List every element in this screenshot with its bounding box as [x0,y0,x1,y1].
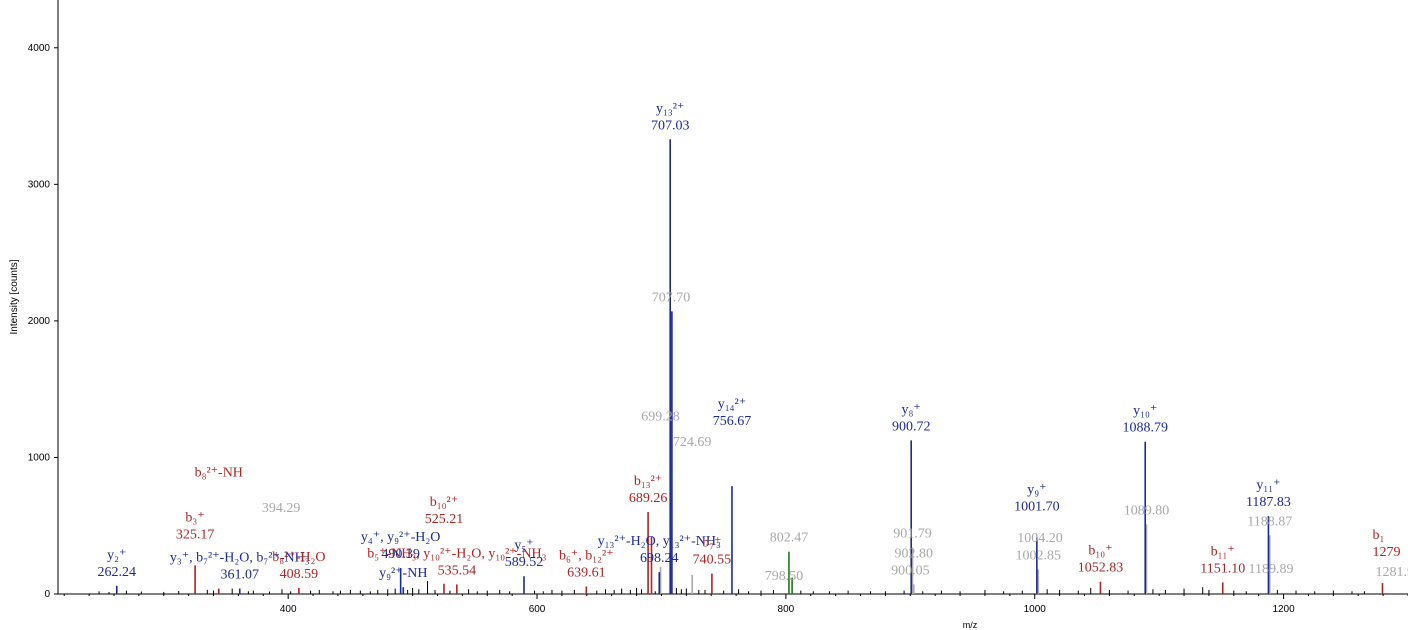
peak-annotation-line: 1189.89 [1249,562,1294,577]
y-axis-label: Intensity [counts] [9,259,20,334]
peak-annotation-line: b₃⁺ [185,510,204,525]
peak-annotation-line: 589.52 [505,555,544,570]
peak-annotation-line: 1188.87 [1247,514,1292,529]
y-tick-label: 1000 [28,452,51,463]
peak-annotation-line: 1187.83 [1246,495,1291,510]
x-axis-label: m/z [963,620,978,630]
peak-annotation-line: 1002.85 [1016,548,1062,563]
peak-annotation-line: 1281.92 [1376,565,1408,580]
peak-annotation-line: y₁₁⁺ [1256,478,1280,493]
peak-annotation-line: y₉⁺ [1027,482,1046,497]
peak-annotation-line: 1279 [1372,545,1400,560]
peak-annotation-line: b₆⁺, b₁₂²⁺ [559,548,614,563]
peak-annotation-line: 361.07 [220,568,259,583]
peak-annotation-line: y₈⁺ [902,402,921,417]
peak-annotation-line: b₈²⁺-H₂O [272,550,325,565]
peak-annotation-line: 724.69 [673,435,712,450]
peak-annotation-line: 262.24 [98,565,137,580]
peak-annotation-line: 490.39 [381,547,420,562]
peak-annotation-line: b₁₃²⁺ [634,474,662,489]
peak-annotation-line: 408.59 [280,567,319,582]
x-tick-label: 1200 [1272,604,1295,615]
y-tick-label: 4000 [28,43,51,54]
peak-annotation-line: y₅⁺ [514,538,533,553]
peak-annotation-line: 1088.79 [1122,421,1168,436]
peak-annotation-line: 525.21 [425,512,464,527]
peak-annotation-line: b₁₀²⁺ [430,495,458,510]
peak-annotation-line: 707.70 [652,290,691,305]
peak-annotation-line: 802.47 [770,531,809,546]
peak-annotation-line: b₁ [1372,528,1384,543]
peak-annotation-line: 689.26 [629,491,668,506]
peak-annotation-line: 1004.20 [1017,531,1063,546]
peak-annotation-line: b₅⁺-NH₃, y₁₀²⁺-H₂O, y₁₀²⁺-NH₃ [367,546,546,561]
peak-annotation-line: 698.24 [640,551,679,566]
peak-annotation-line: y₃⁺, b₇²⁺-H₂O, b₇²⁺-NH₃ [170,551,310,566]
peak-annotation-line: 1089.80 [1124,503,1170,518]
peak-annotation-line: y₁₃²⁺-H₂O, y₁₃²⁺-NH₃ [598,534,721,549]
y-tick-label: 3000 [28,179,51,190]
peak-annotation-line: 900.72 [892,419,931,434]
x-tick-label: 600 [529,604,546,615]
peak-annotation-line: b₈²⁺-NH [195,466,243,481]
peak-annotation-line: 699.28 [641,410,680,425]
x-tick-label: 800 [778,604,795,615]
peak-annotation-line: y₉²⁺-NH [379,566,427,581]
peak-annotation-line: 325.17 [176,527,215,542]
annotations: y₂⁺ 262.24 y₃⁺, b₇²⁺-H₂O, b₇²⁺-NH₃ 361.07 b₃… [98,101,1408,584]
peaks [98,139,1384,594]
y-tick-label: 0 [44,589,50,600]
peak-annotation-line: y₂⁺ [107,548,126,563]
peak-annotation-line: 902.80 [895,546,934,561]
peak-annotation-line: y₁₀⁺ [1133,404,1157,419]
peak-annotation-line: 1151.10 [1200,561,1245,576]
peak-annotation-line: 740.55 [693,553,732,568]
peak-annotation-line: 535.54 [438,563,477,578]
peak-annotation-line: b₁₀⁺ [1088,544,1112,559]
x-tick-label: 1000 [1024,604,1047,615]
peak-annotation-line: b₇⁺ [702,536,721,551]
peak-annotation-line: 394.29 [262,501,301,516]
peak-annotation-line: 639.61 [567,565,606,580]
x-ticks: 400 600 800 1000 1200 [63,594,1408,615]
peak-annotation-line: 798.50 [765,569,804,584]
peak-annotation-line: y₄⁺, y₉²⁺-H₂O [361,530,441,545]
peak-annotation-line: 756.67 [713,414,752,429]
axes [57,0,1408,595]
peak-annotation-line: y₁₃²⁺ [656,101,684,116]
x-tick-label: 400 [280,604,297,615]
y-ticks: 0 1000 2000 3000 4000 [28,43,58,600]
y-tick-label: 2000 [28,316,51,327]
peak-annotation-line: 1052.83 [1078,561,1124,576]
peak-annotation-line: 707.03 [651,118,690,133]
peak-annotation-line: b₁₁⁺ [1211,544,1235,559]
peak-annotation-line: 901.79 [893,527,932,542]
peak-annotation-line: y₁₄²⁺ [718,397,746,412]
peak-annotation-line: 1001.70 [1014,499,1060,514]
peak-annotation-line: 900.05 [891,563,930,578]
